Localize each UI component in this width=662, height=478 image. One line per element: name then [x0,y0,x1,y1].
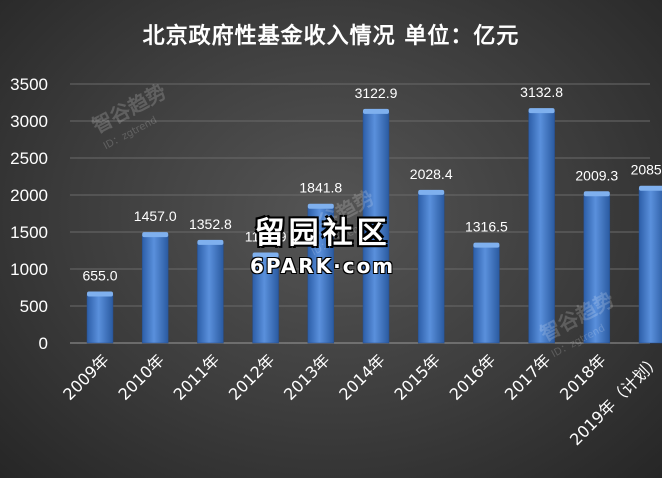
bar [252,255,279,344]
bar-cap [252,252,279,258]
x-tick-label: 2013年 [280,350,334,404]
x-tick-label: 2012年 [225,350,279,404]
y-tick-label: 0 [39,334,48,353]
bar [307,206,335,344]
x-tick-label: 2016年 [446,350,500,404]
data-label: 1352.8 [189,216,232,232]
data-labels: 655.0 1457.0 1352.8 1181.9 1841.8 3122.9 2028.… [82,84,662,283]
y-tick-label: 3500 [10,75,48,94]
bar-cap [583,191,610,197]
bar [638,188,662,344]
x-tick-label: 2014年 [335,350,389,404]
bar-cap [142,232,169,238]
bar-cap [363,108,389,114]
data-label: 2009.3 [575,167,618,183]
y-axis-ticks: 0 500 1000 1500 2000 2500 3000 3500 [10,75,48,353]
bar-cap [473,242,500,248]
bar-cap [528,108,555,114]
data-label: 2085.0 [631,162,662,178]
bars [86,108,662,344]
y-tick-label: 2000 [10,186,48,205]
bar-cap [87,291,113,297]
x-tick-label: 2017年 [501,350,555,404]
y-tick-label: 500 [20,297,48,316]
bar-cap [639,185,662,191]
data-label: 3132.8 [520,84,563,100]
x-tick-label: 2011年 [170,350,224,404]
bar-cap [307,203,334,209]
chart-title: 北京政府性基金收入情况 单位：亿元 [142,24,520,49]
bar [417,192,445,344]
y-tick-label: 1500 [10,223,48,242]
bar [86,294,114,344]
bar-cap [418,189,445,195]
x-tick-label: 2010年 [114,350,168,404]
bar [141,234,169,344]
x-tick-label: 2018年 [556,350,610,404]
x-tick-label: 2009年 [59,350,113,404]
data-label: 2028.4 [410,166,453,182]
bar [583,194,611,344]
data-label: 1181.9 [245,229,287,245]
data-label: 1316.5 [465,219,508,235]
data-label: 1457.0 [134,208,177,224]
x-tick-label: 2015年 [390,350,444,404]
bar [362,111,390,344]
bar [473,245,500,344]
bar-cap [197,239,224,245]
data-label: 655.0 [82,268,117,284]
bar [528,110,555,344]
x-axis-ticks: 2009年 2010年 2011年 2012年 2013年 2014年 2015年 2016年… [59,350,662,449]
data-label: 3122.9 [355,85,398,101]
y-tick-label: 3000 [10,112,48,131]
data-label: 1841.8 [299,180,342,196]
y-tick-label: 2500 [10,149,48,168]
bar [197,242,224,344]
y-tick-label: 1000 [10,260,48,279]
